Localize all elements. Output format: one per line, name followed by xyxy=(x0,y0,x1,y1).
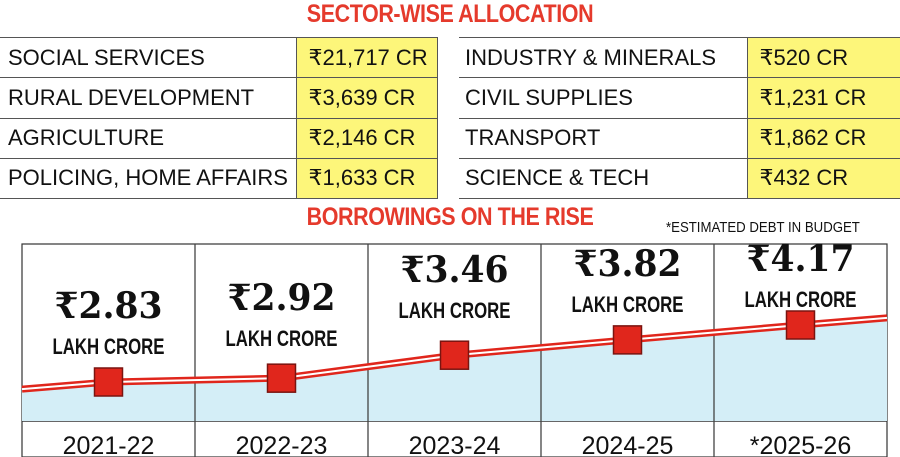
sector-label: SOCIAL SERVICES xyxy=(0,36,296,79)
column-gap xyxy=(437,38,459,78)
sector-label: TRANSPORT xyxy=(459,117,747,159)
table-row: POLICING, HOME AFFAIRS ₹1,633 CR SCIENCE… xyxy=(0,157,900,200)
data-label-unit: LAKH CRORE xyxy=(226,326,338,351)
sector-label: CIVIL SUPPLIES xyxy=(459,77,747,119)
data-label-value: ₹2.92 xyxy=(228,277,336,319)
data-point xyxy=(266,363,297,393)
borrowings-chart: ₹2.83 LAKH CRORE ₹2.92 LAKH CRORE ₹3.46 LAKH … xyxy=(21,238,888,457)
data-label-value: ₹3.46 xyxy=(401,249,509,291)
data-point xyxy=(785,310,816,340)
sector-label: SCIENCE & TECH xyxy=(459,157,747,200)
data-label-value: ₹2.83 xyxy=(55,285,163,327)
sector-value: ₹1,633 CR xyxy=(295,157,438,200)
borrowings-title: BORROWINGS ON THE RISE xyxy=(306,203,594,231)
sector-label: INDUSTRY & MINERALS xyxy=(459,36,747,79)
estimate-note: *ESTIMATED DEBT IN BUDGET xyxy=(666,219,860,236)
sector-value: ₹1,231 CR xyxy=(746,77,900,119)
sector-value: ₹21,717 CR xyxy=(295,36,438,79)
table-row: AGRICULTURE ₹2,146 CR TRANSPORT ₹1,862 C… xyxy=(0,117,900,159)
table-row: SOCIAL SERVICES ₹21,717 CR INDUSTRY & MI… xyxy=(0,36,900,79)
sector-label: POLICING, HOME AFFAIRS xyxy=(0,157,296,200)
x-tick-label: 2021-22 xyxy=(63,432,155,457)
data-label-value: ₹4.17 xyxy=(747,238,855,280)
data-label-unit: LAKH CRORE xyxy=(53,334,165,359)
x-tick-label: 2024-25 xyxy=(582,432,674,457)
data-markers xyxy=(93,310,816,397)
data-label-value: ₹3.82 xyxy=(574,243,682,285)
x-tick-label: 2023-24 xyxy=(409,432,501,457)
x-tick-label: 2022-23 xyxy=(236,432,328,457)
sector-value: ₹520 CR xyxy=(746,36,900,79)
sector-label: AGRICULTURE xyxy=(0,117,296,159)
data-label-unit: LAKH CRORE xyxy=(572,292,684,317)
column-gap xyxy=(437,158,459,198)
column-gap xyxy=(437,78,459,118)
sector-value: ₹432 CR xyxy=(746,157,900,200)
allocation-title: SECTOR-WISE ALLOCATION xyxy=(306,0,594,28)
year-labels: 2021-22 2022-23 2023-24 2024-25 *2025-26 xyxy=(63,432,852,457)
data-label-unit: LAKH CRORE xyxy=(745,287,857,312)
allocation-table: SOCIAL SERVICES ₹21,717 CR INDUSTRY & MI… xyxy=(0,36,900,200)
column-gap xyxy=(437,118,459,158)
data-label-unit: LAKH CRORE xyxy=(399,298,511,323)
data-point xyxy=(93,367,124,397)
sector-value: ₹3,639 CR xyxy=(295,77,438,119)
value-labels: ₹2.83 LAKH CRORE ₹2.92 LAKH CRORE ₹3.46 LAKH … xyxy=(53,238,857,359)
data-point xyxy=(439,340,470,370)
x-tick-label: *2025-26 xyxy=(750,432,851,457)
sector-value: ₹1,862 CR xyxy=(746,117,900,159)
data-point xyxy=(612,325,643,355)
sector-label: RURAL DEVELOPMENT xyxy=(0,77,296,119)
table-row: RURAL DEVELOPMENT ₹3,639 CR CIVIL SUPPLI… xyxy=(0,77,900,119)
sector-value: ₹2,146 CR xyxy=(295,117,438,159)
